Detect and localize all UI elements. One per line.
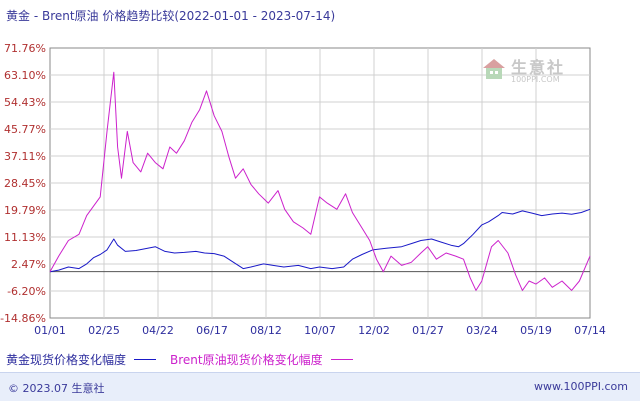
line-chart: 71.76% 63.10% 54.43% 45.77% 37.11% 28.45% 19.7… — [0, 42, 606, 337]
legend-gold-swatch — [134, 359, 157, 360]
y-tick-label: 28.45% — [4, 177, 46, 190]
y-tick-label: 11.13% — [4, 231, 46, 244]
x-tick-label: 07/14 — [574, 324, 606, 337]
x-tick-label: 05/19 — [520, 324, 552, 337]
y-tick-label: 45.77% — [4, 123, 46, 136]
x-tick-label: 01/27 — [412, 324, 444, 337]
watermark: 生意社 100PPI.COM — [481, 52, 581, 92]
legend: 黄金现货价格变化幅度 Brent原油现货价格变化幅度 — [6, 351, 367, 368]
x-tick-label: 08/12 — [250, 324, 282, 337]
y-tick-label: -6.20% — [7, 285, 46, 298]
gold-series-line — [49, 208, 591, 273]
watermark-name: 生意社 — [511, 58, 566, 77]
legend-brent-label: Brent原油现货价格变化幅度 — [170, 353, 323, 367]
y-tick-label: 54.43% — [4, 96, 46, 109]
footer-copyright: © 2023.07 生意社 — [8, 382, 105, 395]
x-tick-label: 12/02 — [358, 324, 390, 337]
brent-series-line — [49, 71, 591, 291]
legend-brent-swatch — [330, 359, 353, 360]
x-tick-label: 01/01 — [34, 324, 66, 337]
y-tick-label: 2.47% — [11, 258, 46, 271]
footer-link[interactable]: www.100PPI.com — [534, 380, 628, 393]
y-tick-label: 19.79% — [4, 204, 46, 217]
series-lines — [49, 71, 591, 291]
footer-bar: © 2023.07 生意社 www.100PPI.com — [0, 372, 640, 401]
y-tick-label: 71.76% — [4, 42, 46, 55]
y-axis-labels: 71.76% 63.10% 54.43% 45.77% 37.11% 28.45% 19.7… — [0, 42, 46, 325]
x-tick-label: 10/07 — [304, 324, 336, 337]
x-tick-label: 04/22 — [142, 324, 174, 337]
watermark-site: 100PPI.COM — [511, 75, 560, 84]
y-tick-label: 63.10% — [4, 69, 46, 82]
y-tick-label: 37.11% — [4, 150, 46, 163]
grid-lines — [50, 48, 590, 318]
y-tick-label: -14.86% — [0, 312, 46, 325]
x-tick-label: 02/25 — [88, 324, 120, 337]
x-axis-labels: 01/01 02/25 04/22 06/17 08/12 10/07 12/02 01/27… — [34, 324, 606, 337]
chart-title: 黄金 - Brent原油 价格趋势比较(2022-01-01 - 2023-07… — [6, 9, 336, 23]
watermark-logo-icon — [483, 59, 505, 79]
x-tick-label: 03/24 — [466, 324, 498, 337]
legend-gold-label: 黄金现货价格变化幅度 — [6, 353, 127, 367]
x-tick-label: 06/17 — [196, 324, 228, 337]
